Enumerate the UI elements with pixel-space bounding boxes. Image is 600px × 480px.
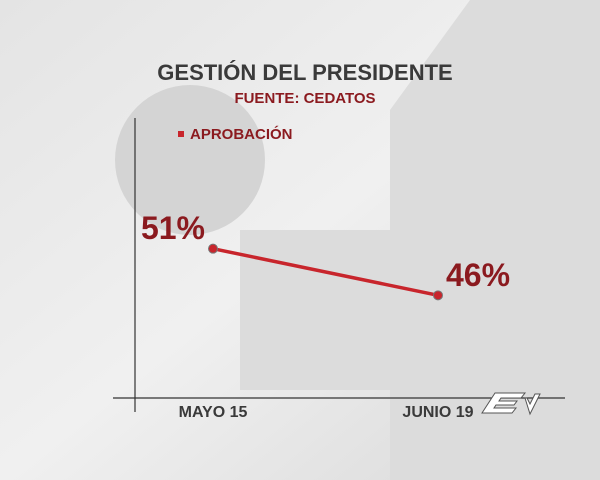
logo: [481, 392, 541, 416]
data-label: 46%: [446, 257, 510, 293]
point: [208, 243, 218, 254]
point: [433, 290, 443, 301]
building-backdrop: [115, 0, 600, 480]
legend-label: APROBACIÓN: [190, 125, 293, 143]
chart-title: GESTIÓN DEL PRESIDENTE: [157, 60, 452, 85]
line: [212, 246, 439, 298]
x-tick-label: JUNIO 19: [402, 404, 473, 421]
data-label: 51%: [141, 210, 205, 246]
x-tick-label: MAYO 15: [179, 404, 248, 421]
legend-swatch: [178, 131, 184, 137]
chart-subtitle: FUENTE: CEDATOS: [234, 90, 375, 107]
